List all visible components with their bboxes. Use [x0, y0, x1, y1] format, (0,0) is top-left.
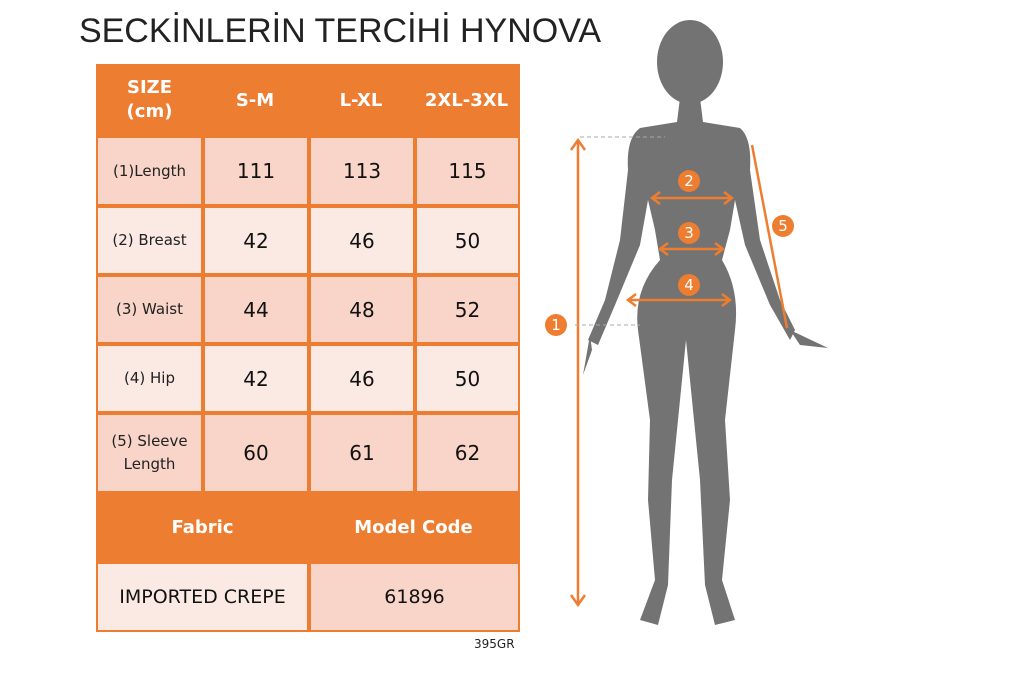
measurement-marker-1: 1: [545, 314, 567, 336]
table-cell: 115: [417, 138, 518, 204]
measurement-arrows: [569, 137, 789, 608]
table-cell: 48: [311, 277, 413, 342]
col-header-s-m: S-M: [203, 66, 307, 134]
measurement-marker-4: 4: [678, 274, 700, 296]
row-label: (2) Breast: [98, 208, 201, 273]
table-cell: 42: [205, 346, 307, 411]
table-cell: 46: [311, 346, 413, 411]
fabric-header: Fabric: [98, 495, 307, 560]
measurement-marker-3: 3: [678, 222, 700, 244]
product-code: 395GR: [474, 637, 515, 651]
col-header-2xl-3xl: 2XL-3XL: [415, 66, 518, 134]
table-cell: 46: [311, 208, 413, 273]
table-cell: 60: [205, 415, 307, 491]
table-cell: 61: [311, 415, 413, 491]
measurement-marker-2: 2: [678, 170, 700, 192]
row-label: (5) Sleeve Length: [98, 415, 201, 491]
row-label: (1)Length: [98, 138, 201, 204]
row-label: (4) Hip: [98, 346, 201, 411]
silhouette: [583, 20, 828, 625]
measurement-guides: [575, 136, 665, 326]
model-code-header: Model Code: [309, 495, 518, 560]
model-code-value: 61896: [311, 564, 518, 630]
size-header: SIZE (cm): [98, 66, 201, 134]
col-header-l-xl: L-XL: [309, 66, 413, 134]
table-cell: 44: [205, 277, 307, 342]
table-cell: 50: [417, 346, 518, 411]
size-header-unit: (cm): [126, 101, 173, 122]
fabric-value: IMPORTED CREPE: [98, 564, 307, 630]
measurement-marker-5: 5: [772, 215, 794, 237]
table-cell: 52: [417, 277, 518, 342]
table-cell: 42: [205, 208, 307, 273]
table-cell: 111: [205, 138, 307, 204]
table-cell: 62: [417, 415, 518, 491]
row-label: (3) Waist: [98, 277, 201, 342]
table-cell: 50: [417, 208, 518, 273]
table-cell: 113: [311, 138, 413, 204]
size-header-label: SIZE: [126, 77, 172, 98]
